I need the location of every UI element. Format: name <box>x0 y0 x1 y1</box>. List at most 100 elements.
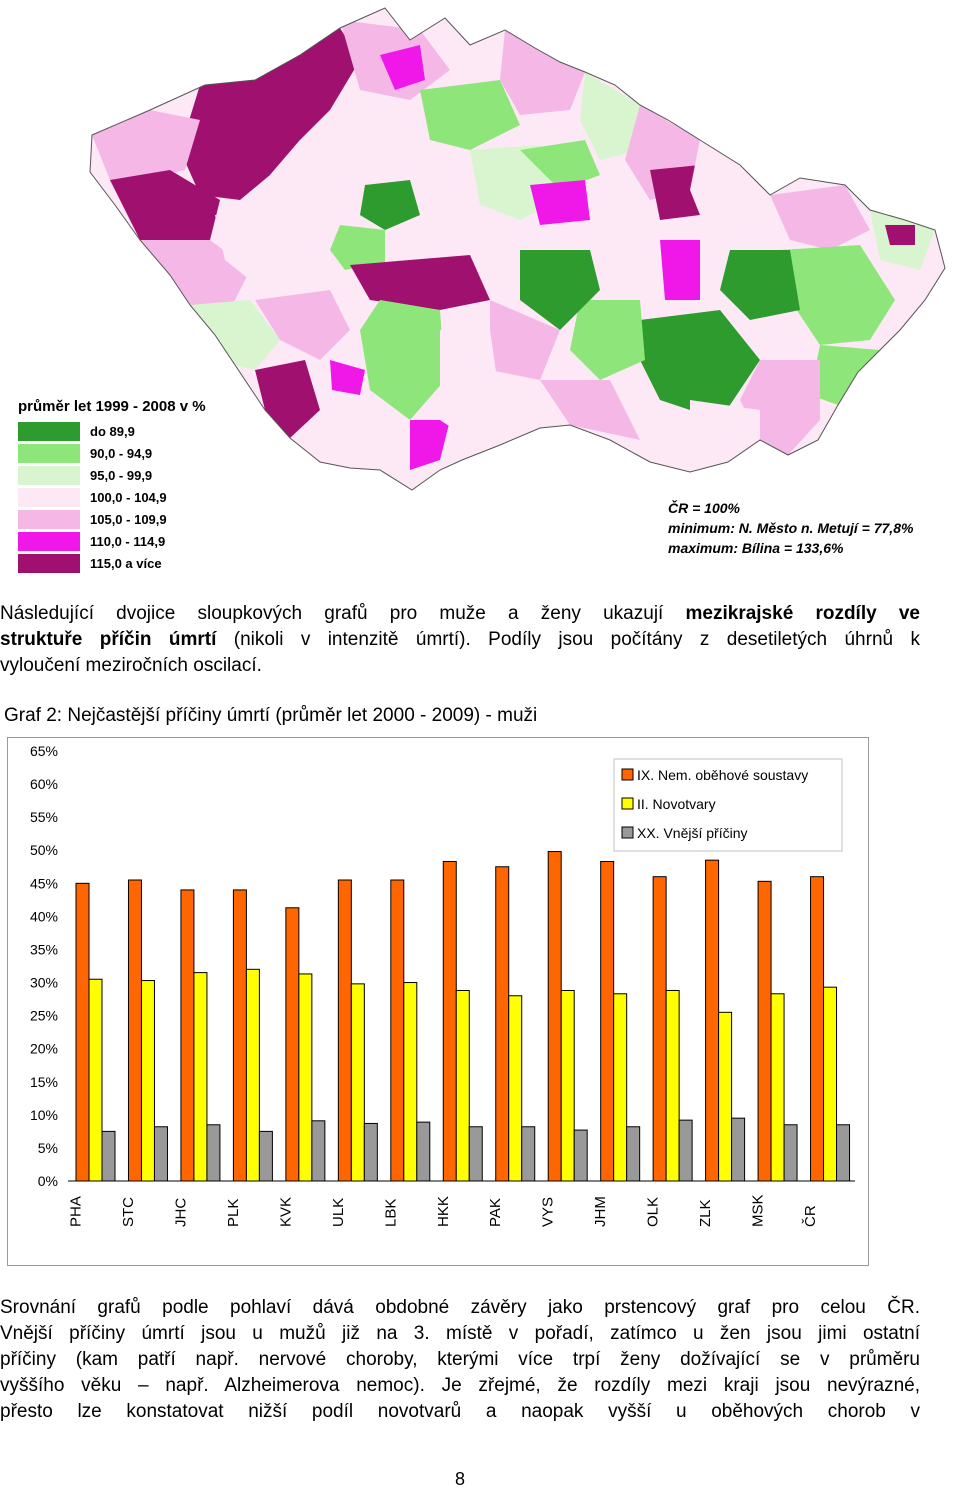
bar-2 <box>193 972 208 1182</box>
x-tick-label: PAK <box>487 1198 504 1227</box>
y-tick-label: 55% <box>30 809 58 825</box>
bar-3 <box>311 1120 326 1182</box>
bar-1 <box>810 876 825 1182</box>
y-tick-label: 20% <box>30 1041 58 1057</box>
bar-3 <box>521 1126 536 1182</box>
comparison-paragraph: Srovnání grafů podle pohlaví dává obdobn… <box>0 1295 920 1425</box>
map-legend-label: 90,0 - 94,9 <box>90 446 153 461</box>
comparison-line-3: příčiny (kam patří např. nervové choroby… <box>0 1349 920 1370</box>
bar-2 <box>508 995 523 1182</box>
y-tick-label: 10% <box>30 1107 58 1123</box>
bar-1 <box>547 851 562 1182</box>
x-tick-label: ZLK <box>697 1199 714 1227</box>
map-legend-swatch <box>18 510 80 529</box>
bar-3 <box>416 1121 431 1182</box>
map-legend-swatch <box>18 532 80 551</box>
bar-1 <box>390 879 405 1182</box>
bar-2 <box>823 986 838 1182</box>
map-districts <box>90 8 945 490</box>
bar-2 <box>665 989 680 1182</box>
bar-3 <box>468 1126 483 1182</box>
bar-1 <box>75 882 90 1182</box>
bar-3 <box>258 1130 273 1182</box>
map-legend-swatch <box>18 488 80 507</box>
legend-swatch <box>621 768 634 781</box>
bar-2 <box>140 980 155 1182</box>
bar-3 <box>206 1124 221 1182</box>
x-tick-label: PLK <box>225 1199 242 1227</box>
legend-swatch <box>621 826 634 839</box>
bar-3 <box>101 1130 116 1182</box>
x-tick-label: MSK <box>750 1194 767 1227</box>
bar-chart: 0% 5% 10% 15% 20% 25% 30% 35% 40% 45% 50% 55% 60% 65%… <box>30 743 855 1227</box>
map-legend-swatch <box>18 444 80 463</box>
bar-2 <box>298 973 313 1182</box>
map-legend-swatch <box>18 554 80 573</box>
bar-1 <box>180 889 195 1182</box>
bar-1 <box>757 880 772 1182</box>
y-tick-label: 45% <box>30 875 58 891</box>
map-legend-label: 105,0 - 109,9 <box>90 512 167 527</box>
y-tick-label: 35% <box>30 941 58 957</box>
bar-1 <box>652 876 667 1182</box>
chart-legend <box>613 758 843 852</box>
x-tick-label: PHA <box>68 1196 85 1227</box>
y-tick-label: 0% <box>38 1173 58 1189</box>
x-tick-label: ULK <box>330 1198 347 1227</box>
bar-1 <box>285 907 300 1182</box>
bar-3 <box>626 1126 641 1182</box>
y-tick-label: 15% <box>30 1074 58 1090</box>
bar-3 <box>783 1124 798 1182</box>
legend-label: XX. Vnější příčiny <box>637 825 748 841</box>
x-tick-label: ČR <box>802 1205 819 1227</box>
graph-title: Graf 2: Nejčastější příčiny úmrtí (průmě… <box>4 705 538 726</box>
bar-2 <box>613 993 628 1182</box>
bar-3 <box>678 1119 693 1182</box>
bar-3 <box>836 1124 851 1182</box>
bar-2 <box>245 968 260 1182</box>
district-map <box>89 7 946 491</box>
map-legend-label: do 89,9 <box>90 424 135 439</box>
bar-1 <box>442 860 457 1182</box>
bar-2 <box>770 993 785 1182</box>
x-tick-label: HKK <box>435 1196 452 1227</box>
intro-line-1: Následující dvojice sloupkových grafů pr… <box>0 603 921 624</box>
comparison-line-1: Srovnání grafů podle pohlaví dává obdobn… <box>0 1297 920 1318</box>
y-tick-label: 50% <box>30 842 58 858</box>
map-legend-label: 100,0 - 104,9 <box>90 490 167 505</box>
bar-1 <box>337 879 352 1182</box>
bar-2 <box>88 978 103 1182</box>
map-note-maximum: maximum: Bílina = 133,6% <box>668 540 844 556</box>
bar-2 <box>455 989 470 1182</box>
x-tick-label: LBK <box>382 1199 399 1227</box>
intro-paragraph: Následující dvojice sloupkových grafů pr… <box>0 601 920 679</box>
bar-2 <box>560 989 575 1182</box>
comparison-line-4: vyššího věku – např. Alzheimerova nemoc)… <box>0 1375 920 1396</box>
y-tick-label: 40% <box>30 908 58 924</box>
map-note-minimum: minimum: N. Město n. Metují = 77,8% <box>668 520 914 536</box>
x-tick-label: STC <box>120 1197 137 1227</box>
bar-1 <box>705 859 720 1182</box>
intro-line-3: vyloučení meziročních oscilací. <box>0 655 262 676</box>
x-tick-label: VYS <box>540 1197 557 1227</box>
y-tick-label: 30% <box>30 975 58 991</box>
x-tick-label: KVK <box>277 1197 294 1227</box>
map-legend-title: průměr let 1999 - 2008 v % <box>18 398 206 415</box>
map-note-cr: ČR = 100% <box>668 500 740 516</box>
map-legend-swatch <box>18 422 80 441</box>
bar-2 <box>718 1011 733 1182</box>
map-legend-swatch <box>18 466 80 485</box>
bar-3 <box>153 1126 168 1182</box>
bar-3 <box>363 1122 378 1182</box>
map-legend-label: 95,0 - 99,9 <box>90 468 153 483</box>
bar-2 <box>350 983 365 1182</box>
bar-1 <box>600 860 615 1182</box>
y-tick-label: 60% <box>30 776 58 792</box>
bar-1 <box>127 879 142 1182</box>
page-number: 8 <box>454 1469 465 1489</box>
y-tick-label: 25% <box>30 1008 58 1024</box>
bar-2 <box>403 982 418 1182</box>
y-tick-label: 5% <box>38 1140 58 1156</box>
bar-1 <box>495 866 510 1182</box>
bar-3 <box>731 1117 746 1182</box>
